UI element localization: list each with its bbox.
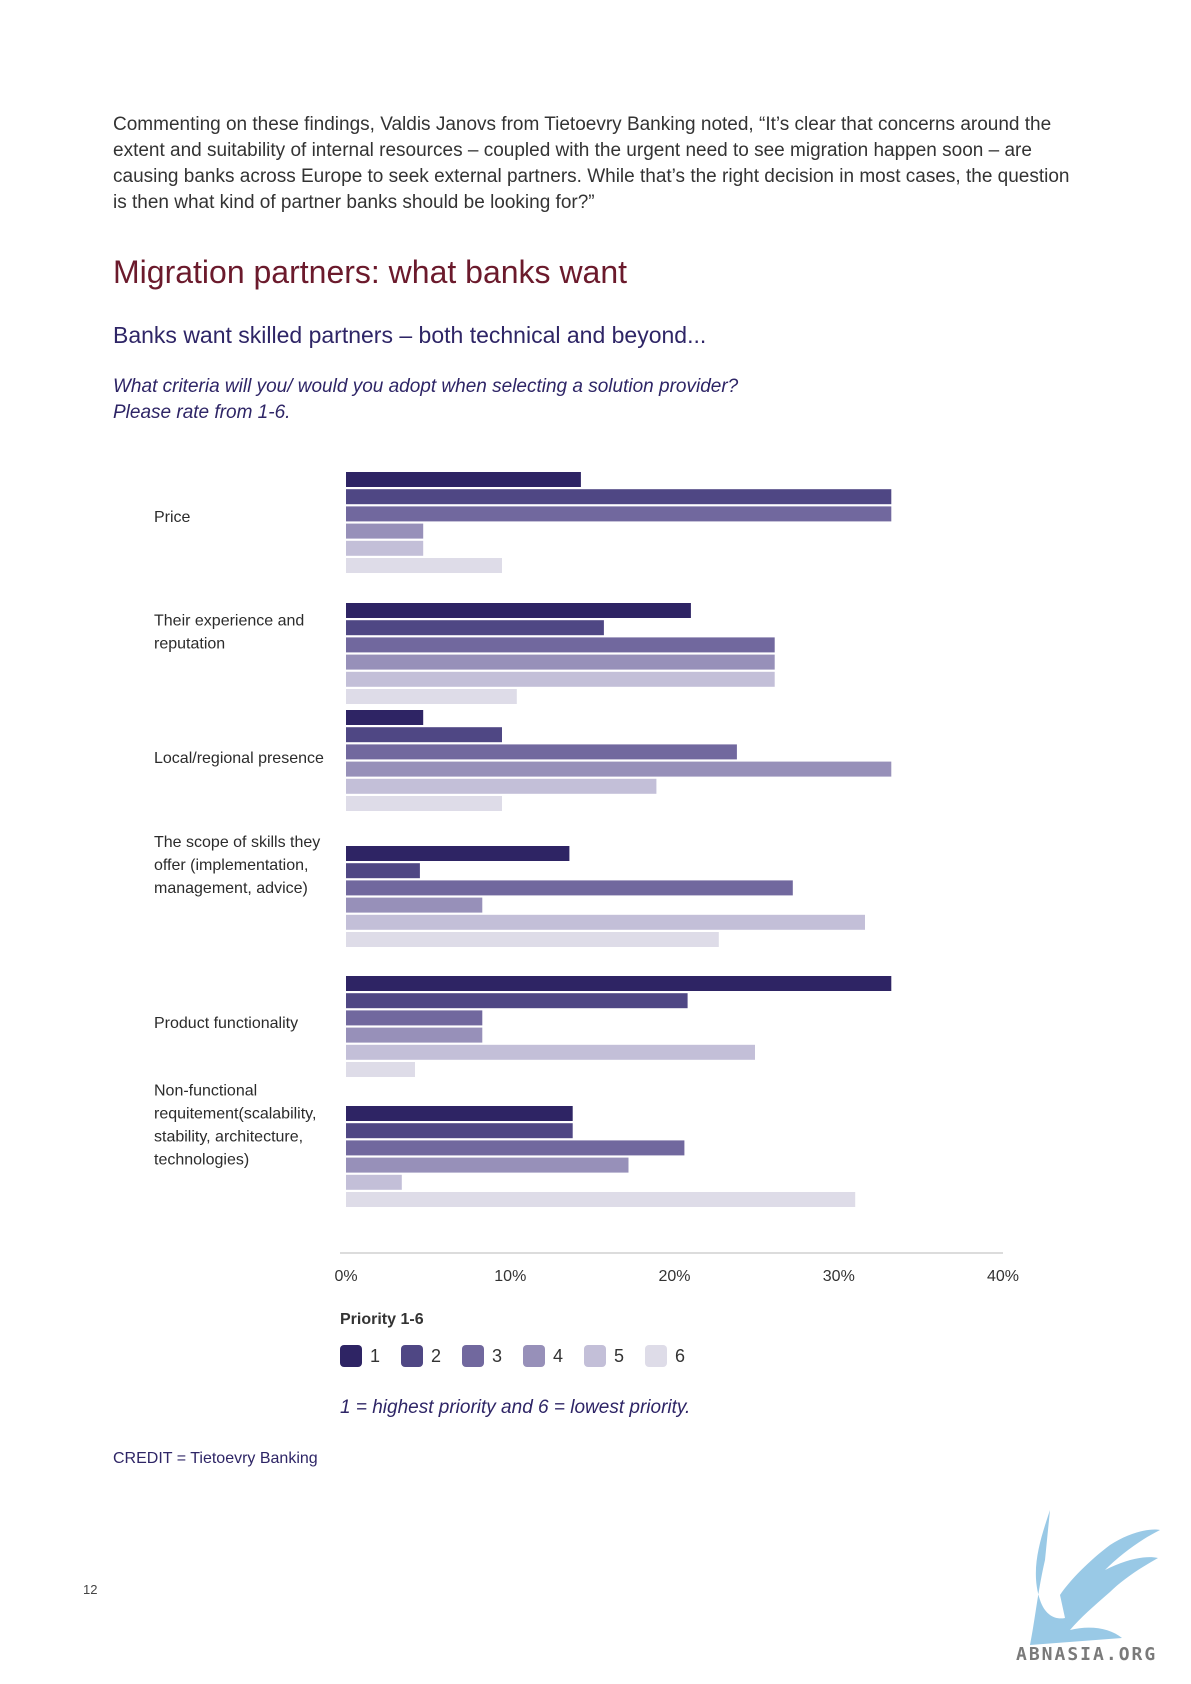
legend-label: 3	[492, 1345, 503, 1366]
bar-cat2-priority-4	[346, 654, 775, 670]
bar-cat6-priority-6	[346, 1192, 856, 1207]
bar-cat4-priority-5	[346, 914, 865, 930]
priority-note: 1 = highest priority and 6 = lowest prio…	[340, 1397, 691, 1418]
legend-swatch	[401, 1345, 423, 1367]
bar-cat3-priority-3	[346, 744, 737, 760]
chart-legend: 1 2 3 4 5 6	[340, 1345, 706, 1367]
bar-cat1-priority-5	[346, 540, 424, 556]
bar-cat3-priority-6	[346, 796, 502, 811]
question-line-2: Please rate from 1-6.	[113, 402, 291, 423]
legend-title: Priority 1-6	[340, 1311, 424, 1328]
bar-cat4-priority-4	[346, 897, 483, 913]
priority-bar-chart: Price Their experience and reputation Local…	[154, 472, 1019, 1285]
bar-cat6-priority-1	[346, 1106, 573, 1121]
bar-cat3-priority-4	[346, 761, 892, 777]
legend-label: 1	[370, 1345, 381, 1366]
bar-cat1-priority-6	[346, 558, 502, 573]
legend-swatch	[645, 1345, 667, 1367]
bar-cat5-priority-5	[346, 1044, 755, 1060]
legend-swatch	[584, 1345, 606, 1367]
category-label: Product functionality	[154, 1015, 298, 1032]
bar-cat2-priority-6	[346, 689, 517, 704]
bar-cat2-priority-3	[346, 637, 775, 653]
legend-swatch	[462, 1345, 484, 1367]
bar-cat6-priority-5	[346, 1174, 402, 1190]
bar-cat5-priority-3	[346, 1010, 483, 1026]
legend-item-priority-4: 4	[523, 1345, 584, 1367]
bar-cat3-priority-5	[346, 778, 657, 794]
survey-question: What criteria will you/ would you adopt …	[113, 374, 738, 426]
credit-line: CREDIT = Tietoevry Banking	[113, 1450, 318, 1467]
bar-cat6-priority-2	[346, 1123, 573, 1139]
legend-item-priority-1: 1	[340, 1345, 401, 1367]
legend-swatch	[523, 1345, 545, 1367]
bar-cat4-priority-6	[346, 932, 719, 947]
page-number: 12	[83, 1582, 98, 1597]
legend-label: 5	[614, 1345, 625, 1366]
bar-cat1-priority-1	[346, 472, 581, 487]
abnasia-watermark-logo: ABNASIA.ORG	[1016, 1510, 1160, 1665]
chart-subheading: Banks want skilled partners – both techn…	[113, 322, 707, 348]
legend-item-priority-2: 2	[401, 1345, 462, 1367]
bar-cat4-priority-2	[346, 863, 420, 879]
bar-cat3-priority-2	[346, 727, 502, 743]
bar-cat4-priority-3	[346, 880, 793, 896]
x-tick-label: 10%	[494, 1268, 526, 1285]
bar-cat5-priority-4	[346, 1027, 483, 1043]
bar-cat2-priority-2	[346, 620, 604, 636]
legend-label: 6	[675, 1345, 686, 1366]
bar-cat2-priority-5	[346, 671, 775, 687]
category-label: Non-functional requitement(scalability, st…	[154, 1083, 316, 1169]
bar-cat5-priority-2	[346, 993, 688, 1009]
bar-cat3-priority-1	[346, 710, 424, 725]
category-label: Price	[154, 509, 191, 526]
bar-cat1-priority-3	[346, 506, 892, 522]
legend-label: 2	[431, 1345, 442, 1366]
bar-cat1-priority-4	[346, 523, 424, 539]
section-heading: Migration partners: what banks want	[113, 254, 628, 290]
question-line-1: What criteria will you/ would you adopt …	[113, 376, 739, 397]
bar-cat2-priority-1	[346, 603, 691, 618]
watermark-text: ABNASIA.ORG	[1016, 1644, 1157, 1665]
legend-item-priority-5: 5	[584, 1345, 645, 1367]
category-label: Their experience and reputation	[154, 613, 304, 653]
category-label: The scope of skills they offer (implement…	[154, 834, 320, 897]
category-label: Local/regional presence	[154, 750, 324, 767]
x-tick-label: 40%	[987, 1268, 1019, 1285]
x-tick-label: 30%	[823, 1268, 855, 1285]
x-tick-label: 0%	[334, 1268, 357, 1285]
legend-label: 4	[553, 1345, 564, 1366]
bar-cat5-priority-6	[346, 1062, 415, 1077]
intro-paragraph: Commenting on these findings, Valdis Jan…	[113, 114, 1070, 213]
bar-cat5-priority-1	[346, 976, 892, 991]
bar-cat6-priority-4	[346, 1157, 629, 1173]
bar-cat4-priority-1	[346, 846, 570, 861]
legend-swatch	[340, 1345, 362, 1367]
bar-cat1-priority-2	[346, 489, 892, 505]
legend-item-priority-3: 3	[462, 1345, 523, 1367]
legend-item-priority-6: 6	[645, 1345, 706, 1367]
bar-cat6-priority-3	[346, 1140, 685, 1156]
x-tick-label: 20%	[658, 1268, 690, 1285]
